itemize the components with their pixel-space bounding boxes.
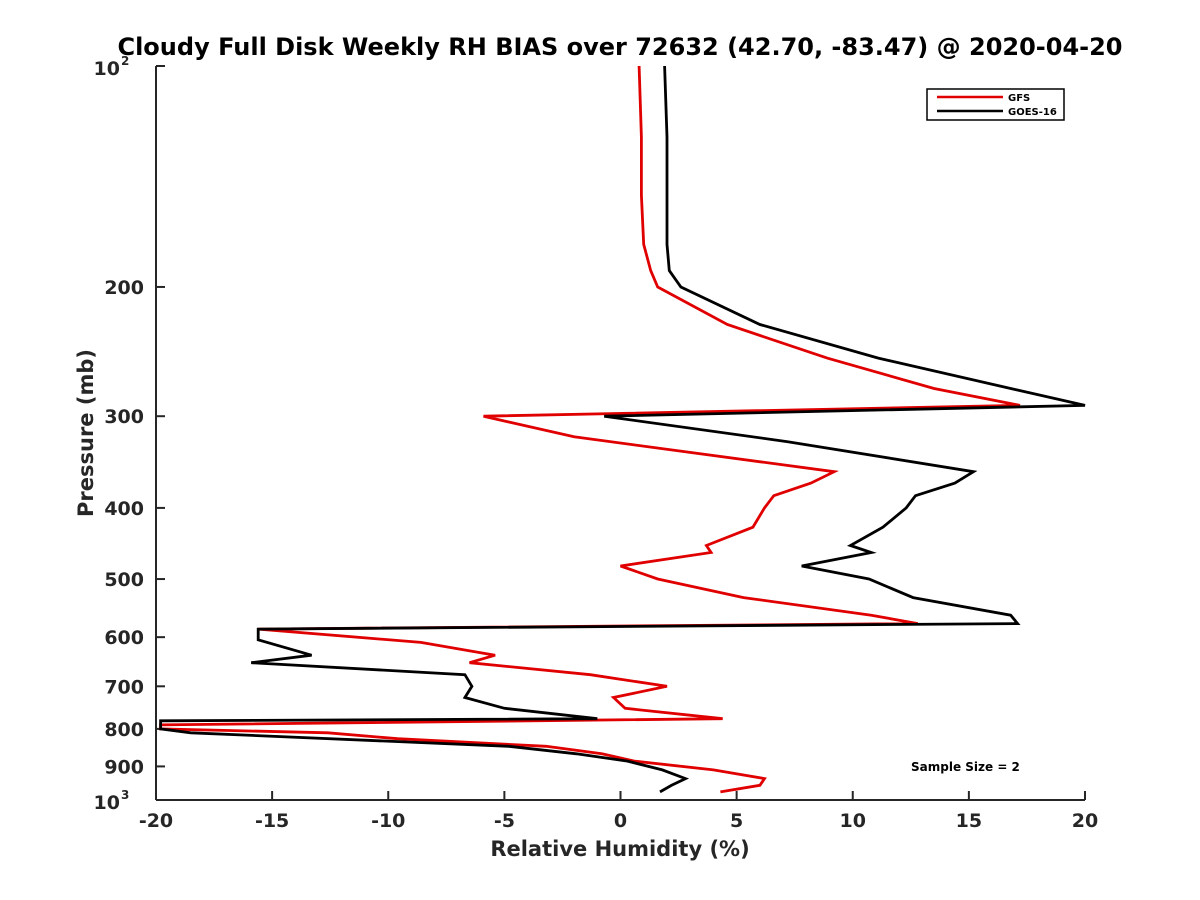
x-tick-label: 0: [614, 810, 627, 832]
x-tick-label: -15: [255, 810, 289, 832]
y-tick-label-base: 10: [94, 792, 120, 814]
y-tick-label: 300: [104, 406, 144, 428]
sample-size-annotation: Sample Size = 2: [911, 760, 1020, 774]
plot-frame: [156, 66, 1085, 800]
y-tick-label: 800: [104, 719, 144, 741]
x-tick-label: 5: [730, 810, 743, 832]
x-ticks: -20 -15 -10 -5 0 5 10 15 20: [139, 791, 1098, 832]
y-tick-label: 400: [104, 498, 144, 520]
legend: GFS GOES-16: [926, 88, 1065, 121]
legend-label-goes16: GOES-16: [1008, 107, 1057, 118]
series-line-gfs: [159, 65, 1021, 794]
y-tick-label: 700: [104, 676, 144, 698]
y-tick-label-base: 10: [94, 58, 120, 80]
y-tick-label-exponent: 3: [121, 788, 129, 802]
y-tick-label: 200: [104, 277, 144, 299]
y-tick-label-exponent: 2: [121, 54, 129, 68]
x-tick-label: 15: [956, 810, 982, 832]
x-tick-label: 10: [840, 810, 866, 832]
y-tick-label: 500: [104, 569, 144, 591]
legend-box: [926, 88, 1065, 121]
series-line-goes16: [159, 65, 1086, 794]
x-tick-label: -20: [139, 810, 173, 832]
x-tick-label: 20: [1072, 810, 1098, 832]
y-tick-label: 600: [104, 627, 144, 649]
x-axis-label: Relative Humidity (%): [490, 837, 749, 861]
y-tick-label: 900: [104, 756, 144, 778]
plot-area: -20 -15 -10 -5 0 5 10 15 20 10 220030040050060070…: [94, 54, 1099, 832]
y-axis-label: Pressure (mb): [74, 349, 98, 517]
series-group: [159, 65, 1086, 794]
chart-title: Cloudy Full Disk Weekly RH BIAS over 726…: [117, 33, 1122, 61]
legend-label-gfs: GFS: [1008, 93, 1030, 104]
x-tick-label: -10: [371, 810, 405, 832]
x-tick-label: -5: [494, 810, 515, 832]
